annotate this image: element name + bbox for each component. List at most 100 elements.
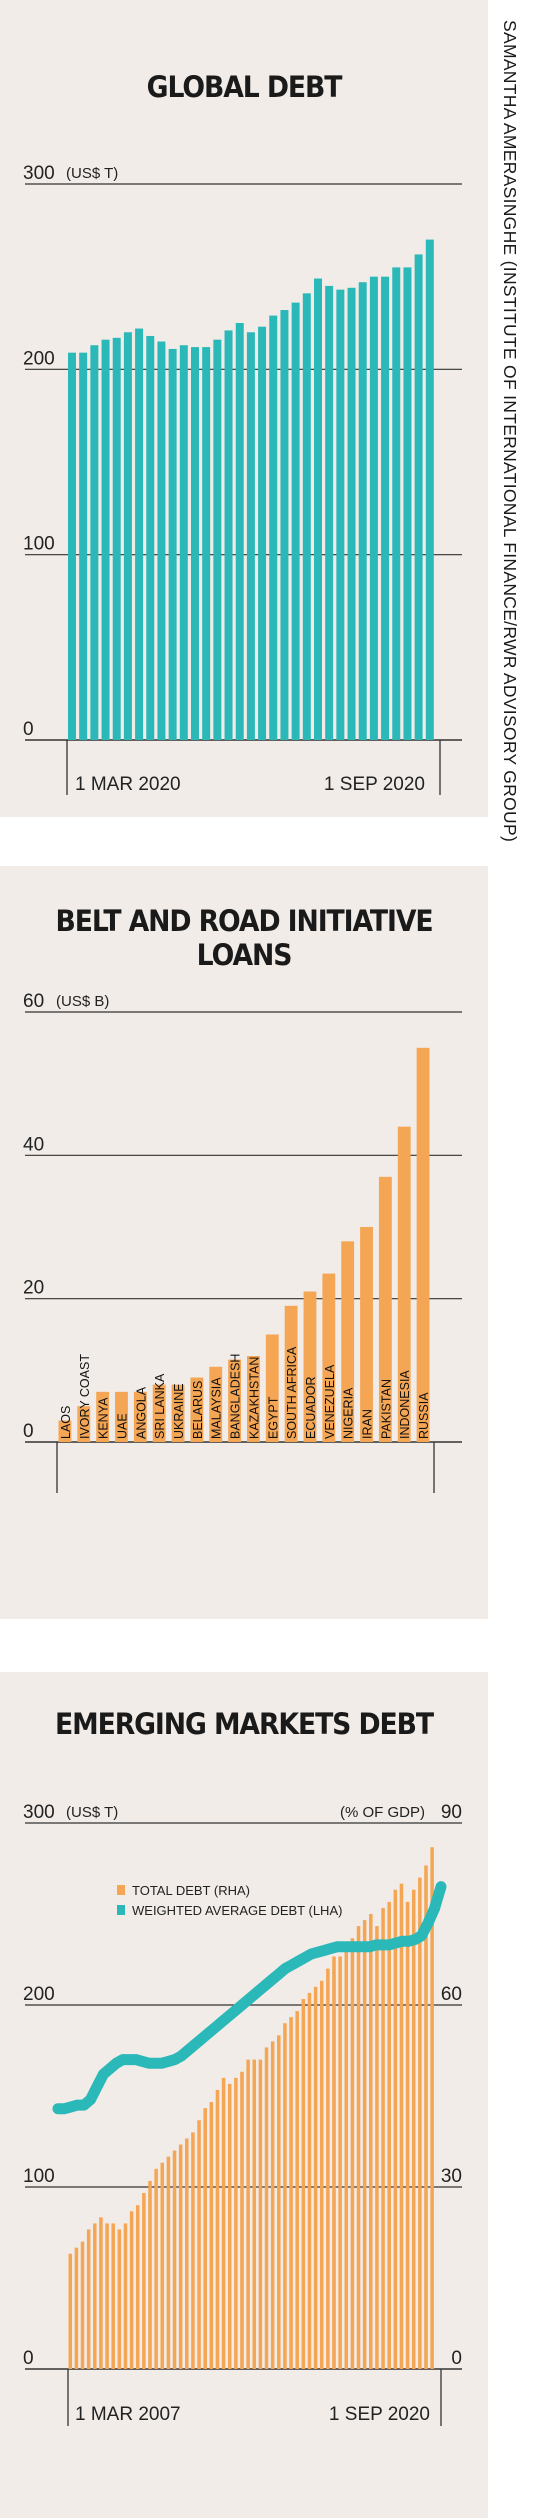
- bar: [326, 1968, 330, 2369]
- bar: [313, 1986, 318, 2369]
- bar: [179, 345, 188, 740]
- bar: [332, 1956, 336, 2369]
- bar: [392, 267, 401, 740]
- bar: [101, 339, 110, 740]
- bar: [79, 352, 88, 740]
- y-tick-label: 100: [23, 534, 55, 555]
- bar: [399, 1883, 404, 2369]
- bar: [172, 2150, 177, 2369]
- y-tick-label: 60: [23, 991, 44, 1012]
- bar: [111, 2223, 115, 2369]
- bar: [221, 2077, 226, 2369]
- bar: [117, 2229, 122, 2369]
- bar: [90, 345, 99, 740]
- category-label: KAZAKHSTAN: [247, 1357, 261, 1439]
- legend-swatch: [117, 1905, 125, 1915]
- bar: [115, 1391, 128, 1442]
- bar: [135, 328, 144, 740]
- bar: [381, 276, 390, 740]
- bar: [403, 267, 412, 740]
- bar: [418, 1877, 422, 2369]
- category-label: SOUTH AFRICA: [285, 1346, 299, 1439]
- y-tick-label: 0: [23, 1421, 34, 1442]
- y-right-axis-label: (% OF GDP): [340, 1804, 425, 1821]
- bar: [416, 1047, 430, 1442]
- bar: [202, 347, 211, 740]
- bar: [157, 341, 166, 740]
- bar: [336, 289, 345, 740]
- x-tick-label: 1 MAR 2007: [75, 2404, 181, 2425]
- y-tick-label: 200: [23, 348, 55, 369]
- bar: [284, 1305, 298, 1442]
- bar: [105, 2223, 109, 2369]
- category-label: NIGERIA: [342, 1387, 356, 1439]
- bar: [146, 335, 155, 740]
- bar: [68, 2253, 73, 2369]
- category-label: BELARUS: [191, 1381, 205, 1439]
- bar: [240, 2071, 244, 2369]
- y-tick-label: 300: [23, 163, 55, 184]
- bar: [269, 315, 278, 740]
- category-label: UAE: [115, 1413, 129, 1439]
- bar: [152, 1384, 166, 1442]
- legend-label: WEIGHTED AVERAGE DEBT (LHA): [132, 1903, 342, 1918]
- bar: [160, 2162, 165, 2369]
- bar: [112, 337, 121, 740]
- category-label: LAOS: [59, 1406, 73, 1439]
- bar: [58, 1420, 72, 1442]
- bar: [344, 1944, 349, 2369]
- bar: [246, 332, 255, 740]
- bar: [228, 1359, 241, 1442]
- bar: [302, 293, 311, 740]
- bar: [77, 1406, 91, 1442]
- x-tick-label: 1 SEP 2020: [324, 774, 425, 795]
- bar: [283, 2023, 287, 2369]
- bar: [93, 2223, 97, 2369]
- bar: [191, 347, 199, 740]
- category-label: UKRAINE: [172, 1383, 186, 1439]
- bar: [148, 2180, 152, 2369]
- bar: [209, 1366, 223, 1442]
- bar: [424, 1865, 428, 2369]
- y-axis-label: (US$ T): [66, 165, 118, 182]
- bar: [178, 2144, 183, 2369]
- bar: [378, 1176, 392, 1442]
- legend-label: TOTAL DEBT (RHA): [132, 1883, 250, 1898]
- y-right-tick-label: 30: [441, 2166, 462, 2187]
- bar: [356, 1926, 361, 2369]
- bar: [133, 1391, 147, 1442]
- bar: [319, 1980, 324, 2369]
- bar: [171, 1384, 185, 1442]
- bar: [350, 1938, 355, 2369]
- global-debt-panel: GLOBAL DEBT 300 (US$ T) 200 100 0 1 MAR 2020 1…: [0, 0, 488, 817]
- bar: [203, 2108, 207, 2369]
- bar: [197, 2120, 201, 2369]
- bar: [341, 1241, 355, 1442]
- category-label: KENYA: [97, 1397, 111, 1439]
- bar: [191, 2132, 195, 2369]
- bar: [258, 2059, 263, 2369]
- bar: [291, 302, 300, 740]
- bar: [99, 2217, 103, 2369]
- category-label: INDONESIA: [398, 1370, 412, 1439]
- bar: [393, 1889, 398, 2369]
- y-axis-label: (US$ B): [56, 993, 109, 1010]
- chart-title: BELT AND ROAD INITIATIVE LOANS: [55, 904, 433, 972]
- y-tick-label: 40: [23, 1134, 44, 1155]
- bar: [307, 1992, 312, 2369]
- bar: [280, 310, 289, 740]
- bar: [387, 1901, 391, 2369]
- category-label: BANGLADESH: [229, 1354, 243, 1439]
- bar: [252, 2059, 257, 2369]
- category-label: SRI LANKA: [153, 1373, 167, 1439]
- bar: [362, 1920, 367, 2369]
- chart-title: GLOBAL DEBT: [146, 70, 343, 104]
- category-label: IRAN: [361, 1409, 375, 1439]
- bar: [258, 326, 267, 740]
- bar: [129, 2211, 134, 2369]
- bar: [430, 1847, 434, 2369]
- bar: [246, 2059, 250, 2369]
- bar: [405, 1901, 410, 2369]
- bar: [265, 1334, 279, 1442]
